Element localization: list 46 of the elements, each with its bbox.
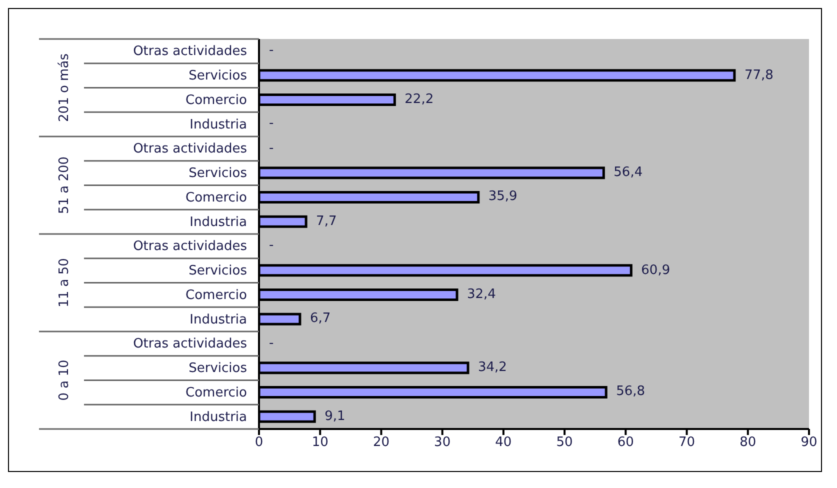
data-label: 7,7 [316, 212, 337, 231]
data-label: 60,9 [641, 262, 670, 280]
x-tick-label: 90 [800, 435, 818, 450]
x-tick-label: 60 [617, 435, 634, 450]
y-tick-label: Servicios [188, 166, 248, 182]
x-tick-label: 10 [312, 435, 328, 450]
y-tick-label: Otras actividades [133, 142, 248, 157]
data-label: 56,8 [616, 383, 646, 402]
text: - [269, 140, 274, 156]
data-label: 6,7 [310, 310, 331, 328]
y-tick-label: Industria [190, 312, 247, 328]
x-tick-label: 30 [434, 435, 451, 450]
text: - [269, 43, 274, 58]
data-label: 9,1 [324, 408, 346, 426]
y-tick-label: Otras actividades [133, 336, 248, 352]
x-tick-label: 0 [254, 435, 264, 450]
y-tick-label: Industria [190, 117, 247, 132]
x-tick-label: 20 [372, 435, 390, 450]
text: 11 a 50 [57, 258, 72, 308]
x-tick-label: 80 [740, 435, 756, 450]
y-tick-label: Servicios [188, 264, 248, 279]
data-label: 32,4 [467, 286, 496, 304]
data-label: 56,4 [614, 164, 643, 182]
y-tick-label: Otras actividades [133, 44, 248, 60]
text: 51 a 200 [57, 156, 72, 214]
x-tick-label: 70 [678, 435, 696, 450]
text: 0 a 10 [57, 360, 72, 401]
data-label: 77,8 [744, 66, 774, 85]
data-label: 35,9 [488, 188, 518, 206]
y-tick-label: Servicios [188, 68, 248, 84]
data-label: 22,2 [404, 90, 434, 109]
text: 201 o más [57, 53, 72, 122]
text: - [269, 238, 274, 254]
text: - [269, 116, 274, 132]
y-tick-label: Comercio [186, 190, 248, 206]
y-tick-label: Otras actividades [133, 239, 248, 254]
y-tick-label: Comercio [186, 92, 248, 108]
x-tick-label: 40 [495, 435, 512, 450]
y-tick-label: Comercio [186, 288, 248, 303]
x-tick-label: 50 [556, 435, 573, 450]
y-tick-label: Comercio [186, 385, 248, 400]
y-tick-label: Industria [190, 410, 247, 425]
y-tick-label: Servicios [188, 361, 248, 376]
data-label: 34,2 [478, 359, 507, 378]
text: - [269, 336, 274, 351]
y-tick-label: Industria [190, 214, 247, 230]
